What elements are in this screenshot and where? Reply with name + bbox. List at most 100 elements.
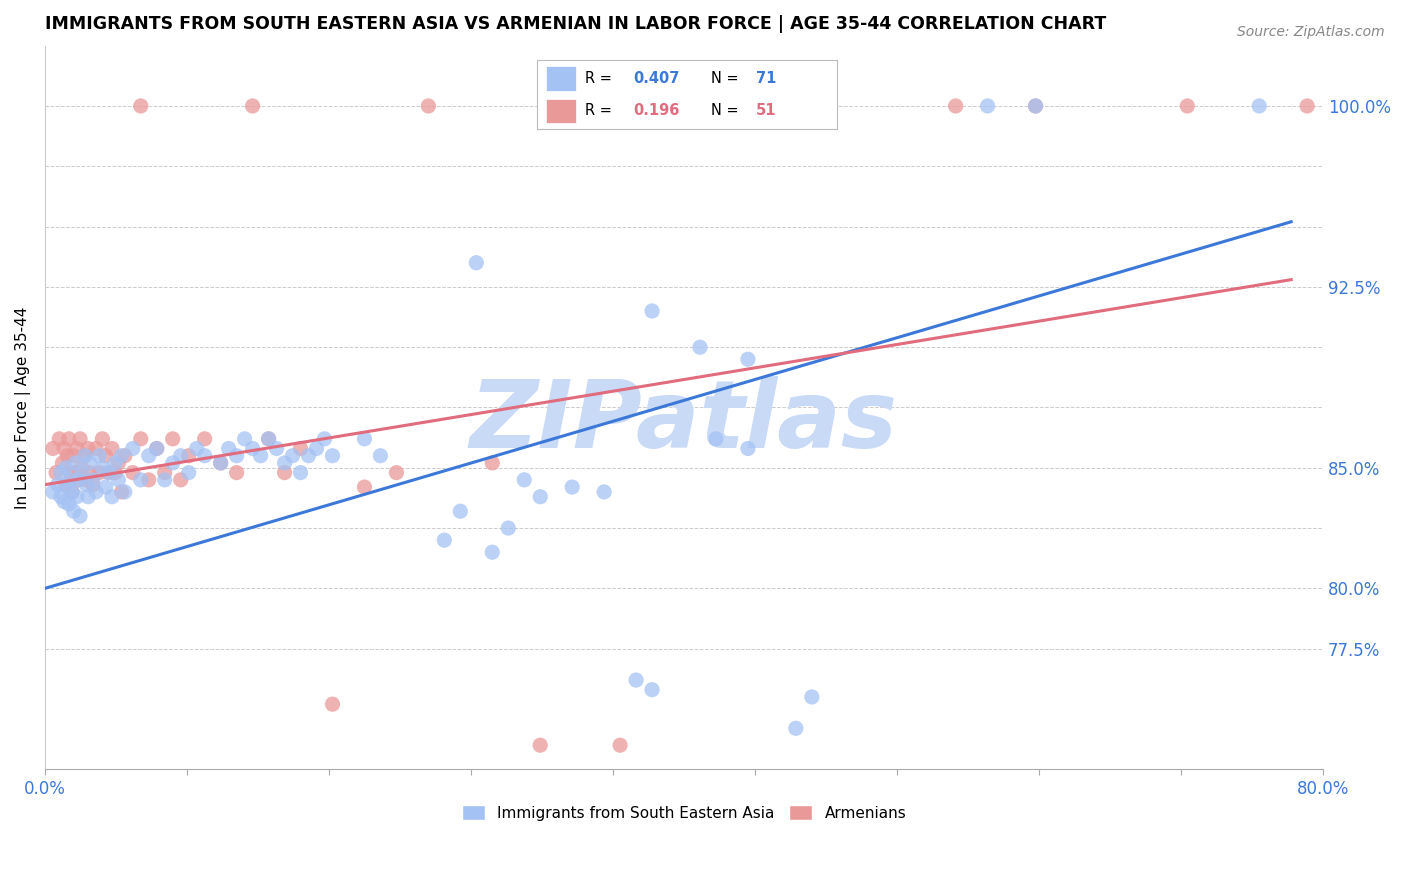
Point — [233, 432, 256, 446]
Point — [107, 456, 129, 470]
Point — [290, 466, 312, 480]
Point — [58, 432, 80, 446]
Point — [45, 466, 67, 480]
Point — [305, 442, 328, 456]
Point — [737, 99, 759, 113]
Point — [84, 484, 107, 499]
Point — [94, 449, 117, 463]
Point — [465, 256, 488, 270]
Point — [73, 449, 96, 463]
Point — [46, 477, 69, 491]
Point — [59, 473, 82, 487]
Point — [129, 432, 152, 446]
Point — [266, 442, 288, 456]
Point — [56, 480, 79, 494]
Point — [624, 673, 647, 687]
Point — [321, 449, 343, 463]
Point — [91, 432, 114, 446]
Point — [297, 449, 319, 463]
Point — [737, 442, 759, 456]
Point — [89, 466, 111, 480]
Point — [101, 490, 124, 504]
Point — [1249, 99, 1271, 113]
Point — [353, 432, 375, 446]
Point — [70, 466, 93, 480]
Point — [67, 473, 90, 487]
Point — [129, 99, 152, 113]
Point — [82, 477, 104, 491]
Point — [121, 466, 143, 480]
Point — [800, 690, 823, 704]
Point — [945, 99, 967, 113]
Point — [145, 442, 167, 456]
Point — [77, 490, 100, 504]
Point — [89, 449, 111, 463]
Point — [177, 466, 200, 480]
Point — [418, 99, 440, 113]
Point — [114, 449, 136, 463]
Point — [170, 473, 193, 487]
Point — [194, 432, 217, 446]
Text: IMMIGRANTS FROM SOUTH EASTERN ASIA VS ARMENIAN IN LABOR FORCE | AGE 35-44 CORREL: IMMIGRANTS FROM SOUTH EASTERN ASIA VS AR… — [45, 15, 1107, 33]
Point — [66, 442, 89, 456]
Point — [129, 473, 152, 487]
Point — [209, 456, 232, 470]
Point — [281, 449, 304, 463]
Point — [290, 442, 312, 456]
Point — [42, 442, 65, 456]
Point — [69, 432, 91, 446]
Point — [162, 456, 184, 470]
Point — [609, 738, 631, 752]
Text: Source: ZipAtlas.com: Source: ZipAtlas.com — [1237, 25, 1385, 39]
Point — [194, 449, 217, 463]
Point — [353, 480, 375, 494]
Point — [704, 432, 727, 446]
Point — [69, 509, 91, 524]
Point — [104, 466, 127, 480]
Point — [513, 473, 536, 487]
Point — [79, 456, 101, 470]
Point — [138, 449, 160, 463]
Point — [321, 697, 343, 711]
Point — [1025, 99, 1047, 113]
Point — [529, 490, 551, 504]
Point — [107, 473, 129, 487]
Point — [60, 484, 83, 499]
Point — [55, 460, 77, 475]
Point — [58, 497, 80, 511]
Point — [145, 442, 167, 456]
Point — [209, 456, 232, 470]
Point — [186, 442, 208, 456]
Point — [976, 99, 998, 113]
Point — [370, 449, 392, 463]
Point — [110, 484, 132, 499]
Point — [49, 490, 72, 504]
Point — [65, 456, 87, 470]
Point — [59, 466, 82, 480]
Point — [737, 352, 759, 367]
Point — [97, 466, 120, 480]
Point — [121, 442, 143, 456]
Point — [60, 484, 83, 499]
Point — [62, 504, 84, 518]
Point — [101, 442, 124, 456]
Point — [104, 456, 127, 470]
Point — [77, 442, 100, 456]
Point — [49, 466, 72, 480]
Point — [162, 432, 184, 446]
Point — [1175, 99, 1198, 113]
Point — [75, 473, 97, 487]
Point — [273, 456, 295, 470]
Point — [641, 682, 664, 697]
Point — [218, 442, 240, 456]
Point — [449, 504, 471, 518]
Point — [641, 304, 664, 318]
Point — [1296, 99, 1319, 113]
Point — [689, 340, 711, 354]
Point — [153, 473, 176, 487]
Y-axis label: In Labor Force | Age 35-44: In Labor Force | Age 35-44 — [15, 306, 31, 508]
Point — [785, 721, 807, 735]
Point — [433, 533, 456, 548]
Point — [65, 466, 87, 480]
Point — [55, 477, 77, 491]
